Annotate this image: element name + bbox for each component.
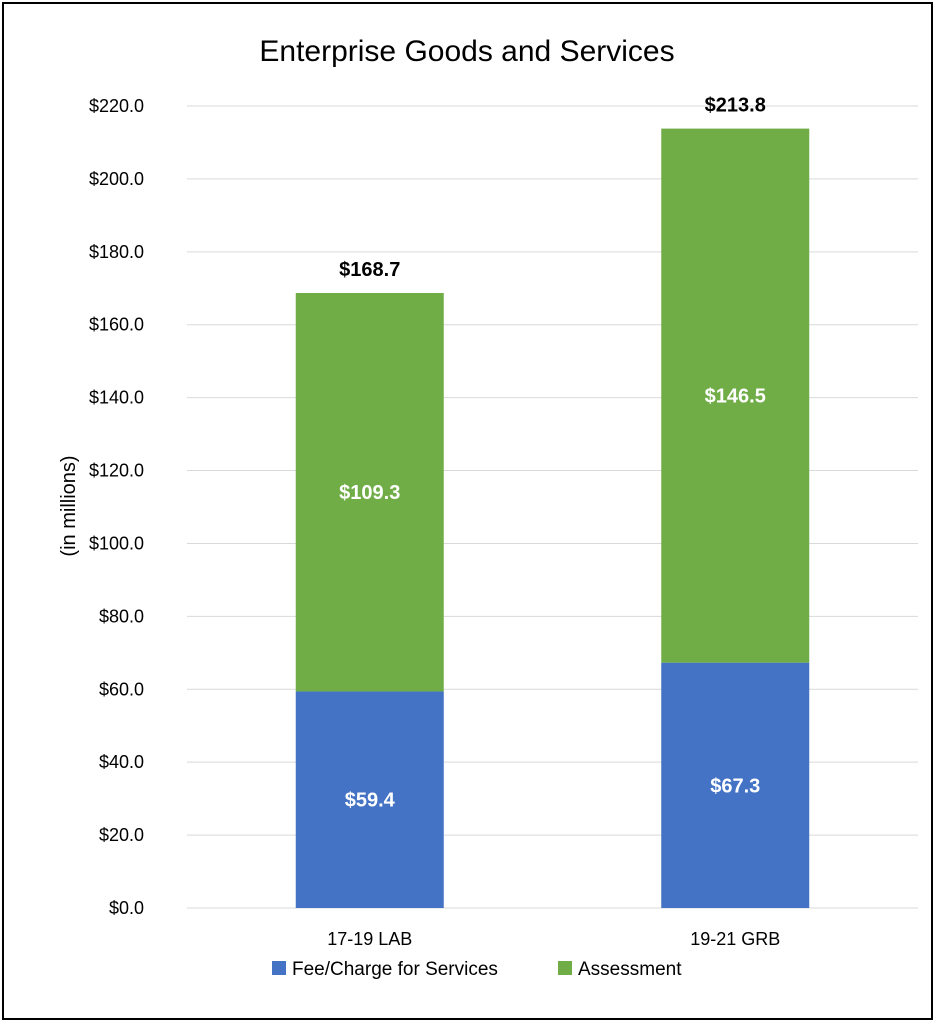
x-category-label: 17-19 LAB [327, 929, 412, 949]
bar-segment [295, 293, 444, 692]
bar-segment [661, 662, 810, 908]
y-tick-label: $60.0 [99, 679, 144, 699]
legend: Fee/Charge for Services Assessment [272, 959, 682, 980]
y-axis-label: (in millions) [58, 455, 80, 556]
y-tick-label: $200.0 [89, 169, 144, 189]
y-tick-label: $40.0 [99, 752, 144, 772]
total-label: $213.8 [705, 95, 766, 117]
bar-segment [295, 691, 444, 908]
data-label: $59.4 [345, 790, 396, 812]
y-tick-label: $100.0 [89, 533, 144, 553]
y-axis-ticks: $0.0 $20.0 $40.0 $60.0 $80.0 $100.0 $120.0 $140… [89, 96, 144, 918]
y-tick-label: $140.0 [89, 388, 144, 408]
y-tick-label: $0.0 [109, 898, 144, 918]
data-label: $67.3 [710, 775, 760, 797]
bar-segment [661, 128, 810, 663]
y-tick-label: $180.0 [89, 242, 144, 262]
legend-label: Assessment [578, 959, 682, 980]
chart-title: Enterprise Goods and Services [259, 35, 674, 68]
data-label: $109.3 [339, 482, 400, 504]
total-label: $168.7 [339, 259, 400, 281]
y-tick-label: $120.0 [89, 461, 144, 481]
legend-swatch [558, 961, 572, 975]
data-label: $146.5 [705, 386, 766, 408]
legend-swatch [272, 961, 286, 975]
x-category-label: 19-21 GRB [690, 929, 780, 949]
bars: $59.4 $109.3 $168.7 $67.3 $146.5 $213.8 [295, 95, 810, 908]
y-tick-label: $220.0 [89, 96, 144, 116]
x-axis-categories: 17-19 LAB 19-21 GRB [327, 929, 780, 949]
y-tick-label: $80.0 [99, 606, 144, 626]
y-tick-label: $20.0 [99, 825, 144, 845]
y-tick-label: $160.0 [89, 315, 144, 335]
legend-label: Fee/Charge for Services [292, 959, 498, 980]
chart-svg: Enterprise Goods and Services (in millio… [58, 35, 918, 980]
